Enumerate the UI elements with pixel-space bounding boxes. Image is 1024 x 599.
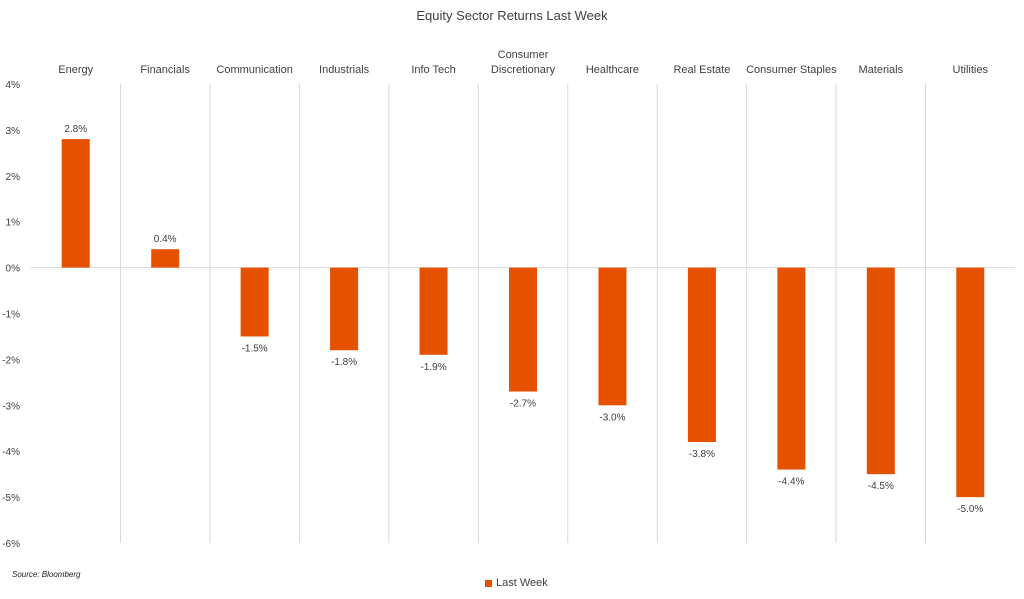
data-label: -1.5% [242,343,268,354]
y-tick-label: -2% [2,355,20,366]
y-tick-label: -5% [2,493,20,504]
data-label: -3.0% [599,412,625,423]
y-tick-label: -4% [2,447,20,458]
category-label: Materials [859,64,904,76]
y-tick-label: 4% [6,80,21,91]
bar [866,267,895,475]
category-label: Consumer Discretionary [491,49,556,76]
legend-swatch [485,579,492,587]
category-label: Real Estate [673,64,730,76]
data-label: -2.7% [510,399,536,410]
bar [687,267,716,443]
y-axis-ticks: 4% 3% 2% 1% 0% -1% -2% -3% -4% -5% -6% [2,80,20,550]
y-tick-label: -1% [2,310,20,321]
bar [509,267,537,392]
data-label: -4.5% [868,481,894,492]
data-label: -1.8% [331,357,357,368]
bar [956,267,985,498]
bar [777,267,806,470]
y-tick-label: 3% [6,126,21,137]
y-tick-label: 1% [6,218,21,229]
category-label: Info Tech [411,64,455,76]
category-label: Energy [58,64,93,76]
bars [61,139,985,498]
y-tick-label: 0% [6,264,21,275]
data-label: 0.4% [154,234,177,245]
category-label: Utilities [953,64,989,76]
category-label: Communication [216,64,292,76]
bar [61,139,90,268]
bar [330,267,359,351]
y-tick-label: -3% [2,401,20,412]
bar [598,267,627,406]
y-tick-label: 2% [6,172,21,183]
legend-label: Last Week [496,577,548,589]
data-label: -4.4% [778,477,804,488]
bar [240,267,269,337]
data-label: -5.0% [957,504,983,515]
source-note: Source: Bloomberg [12,570,81,579]
bar [151,249,180,268]
category-label: Consumer Staples [746,64,837,76]
bar [419,267,448,355]
category-label: Healthcare [586,64,639,76]
category-label: Industrials [319,64,370,76]
category-labels: Energy Financials Communication Industrials… [58,49,988,76]
category-label: Financials [140,64,190,76]
legend: Last Week [485,577,548,589]
data-label: -3.8% [689,449,715,460]
data-label: -1.9% [420,362,446,373]
chart-title: Equity Sector Returns Last Week [416,8,608,23]
data-label: 2.8% [64,124,87,135]
data-labels: 2.8% 0.4% -1.5% -1.8% -1.9% -2.7% -3.0% -3.8% -4… [64,124,983,515]
grid-layer [31,84,1015,543]
y-tick-label: -6% [2,539,20,550]
